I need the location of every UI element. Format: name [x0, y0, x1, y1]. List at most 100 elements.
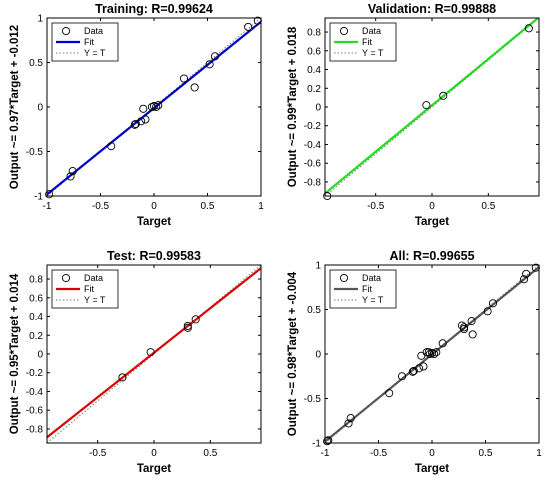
data-point [205, 60, 214, 69]
x-tick-label: -1 [321, 448, 330, 459]
data-point [66, 172, 75, 181]
data-point [415, 364, 424, 373]
y-tick-label: -0.2 [304, 121, 322, 132]
legend-label-fit: Fit [362, 37, 372, 47]
chart-panel-4: -1 -0.5 0 0.5 1 -1 -0.5 0 0.5 1 All: R=0.99655 Targ… [287, 249, 542, 475]
legend-label-identity: Y = T [84, 48, 106, 58]
x-tick-label: -1 [43, 201, 52, 212]
data-point [190, 83, 199, 92]
x-tick-label: -0.5 [92, 201, 110, 212]
data-point [467, 317, 476, 326]
y-tick-label: 0 [37, 350, 43, 361]
legend-data-marker [61, 26, 71, 36]
chart-panel-2: -0.5 0 0.5 -0.8 -0.6 -0.4 -0.2 0 0.2 0.4 0.6 0.8 Val… [287, 2, 540, 228]
data-point [141, 115, 150, 124]
chart-title: Validation: R=0.99888 [368, 2, 496, 16]
chart-title: All: R=0.99655 [389, 249, 474, 263]
x-tick-label: 0.5 [479, 448, 493, 459]
y-axis-label: Output ~= 0.97*Target + -0.012 [9, 25, 21, 189]
data-point [210, 52, 220, 61]
data-point [131, 119, 140, 128]
legend-label-fit: Fit [362, 284, 372, 294]
x-tick-label: 1 [258, 201, 264, 212]
y-tick-label: -0.4 [304, 140, 322, 151]
data-point [146, 348, 155, 357]
x-tick-label: -0.5 [367, 201, 385, 212]
y-tick-label: -0.4 [26, 387, 44, 398]
y-tick-label: 0.8 [307, 28, 321, 39]
y-tick-label: 0 [37, 103, 43, 114]
data-point [385, 389, 394, 398]
chart-panel-1: -1 -0.5 0 0.5 1 -1 -0.5 0 0.5 1 Training: R=0.9962… [9, 2, 264, 228]
data-point [346, 414, 355, 423]
y-tick-label: 0 [315, 103, 321, 114]
x-tick-label: 0 [429, 201, 435, 212]
legend-data-marker [339, 26, 349, 36]
y-tick-label: -0.8 [304, 177, 322, 188]
legend-label-identity: Y = T [362, 48, 384, 58]
data-point [191, 315, 200, 324]
legend-data-marker [339, 273, 349, 283]
data-point [409, 366, 418, 375]
chart-title: Test: R=0.99583 [107, 249, 201, 263]
data-point [483, 307, 492, 316]
y-axis-label: Output ~= 0.98*Target + -0.004 [287, 271, 299, 436]
y-axis-label: Output ~= 0.99*Target + 0.018 [287, 26, 299, 187]
y-tick-label: 0.2 [307, 84, 321, 95]
y-tick-label: -0.6 [304, 159, 322, 170]
y-tick-label: 0.4 [307, 65, 321, 76]
data-point [154, 101, 163, 110]
y-tick-label: 0.6 [307, 46, 321, 57]
data-point [432, 348, 441, 357]
y-tick-label: 0.8 [29, 275, 43, 286]
data-point [397, 372, 407, 381]
legend-label-data: Data [84, 26, 103, 36]
data-point [439, 91, 448, 100]
data-point [68, 167, 77, 176]
data-point [152, 102, 161, 112]
data-point [183, 323, 192, 332]
legend-data-marker [61, 273, 71, 283]
legend-label-data: Data [362, 273, 381, 283]
legend-label-data: Data [362, 26, 381, 36]
chart-title: Training: R=0.99624 [95, 2, 213, 16]
legend-label-fit: Fit [84, 284, 94, 294]
data-point [179, 74, 189, 83]
data-point [422, 101, 431, 110]
y-tick-label: 0.5 [29, 58, 43, 69]
x-axis-label: Target [137, 216, 171, 228]
legend-label-identity: Y = T [84, 295, 106, 305]
fit-line [325, 18, 539, 195]
x-tick-label: 0.5 [201, 201, 215, 212]
legend-label-fit: Fit [84, 37, 94, 47]
identity-line [47, 265, 261, 443]
legend-label-identity: Y = T [362, 295, 384, 305]
x-tick-label: 0.5 [481, 201, 495, 212]
data-point [460, 323, 469, 332]
data-point [137, 117, 146, 126]
x-tick-label: 0.5 [203, 448, 217, 459]
data-point [183, 321, 192, 330]
x-tick-label: 0 [429, 448, 435, 459]
y-tick-label: -0.6 [26, 406, 44, 417]
y-tick-label: 1 [315, 261, 321, 272]
y-tick-label: -0.2 [26, 368, 44, 379]
data-point [468, 330, 477, 339]
data-point [419, 362, 428, 371]
data-point [522, 269, 531, 278]
data-point [430, 349, 439, 359]
y-tick-label: 0.2 [29, 331, 43, 342]
data-point [45, 190, 54, 199]
y-tick-label: 0.5 [307, 305, 321, 316]
y-tick-label: 0.4 [29, 312, 43, 323]
y-tick-label: 1 [37, 14, 43, 25]
data-point [323, 437, 332, 446]
y-tick-label: -1 [312, 439, 321, 450]
chart-panel-3: -0.5 0 0.5 -0.8 -0.6 -0.4 -0.2 0 0.2 0.4 0.6 0.8 Tes… [9, 249, 262, 475]
x-tick-label: 0 [151, 201, 157, 212]
x-tick-label: 0 [151, 448, 157, 459]
